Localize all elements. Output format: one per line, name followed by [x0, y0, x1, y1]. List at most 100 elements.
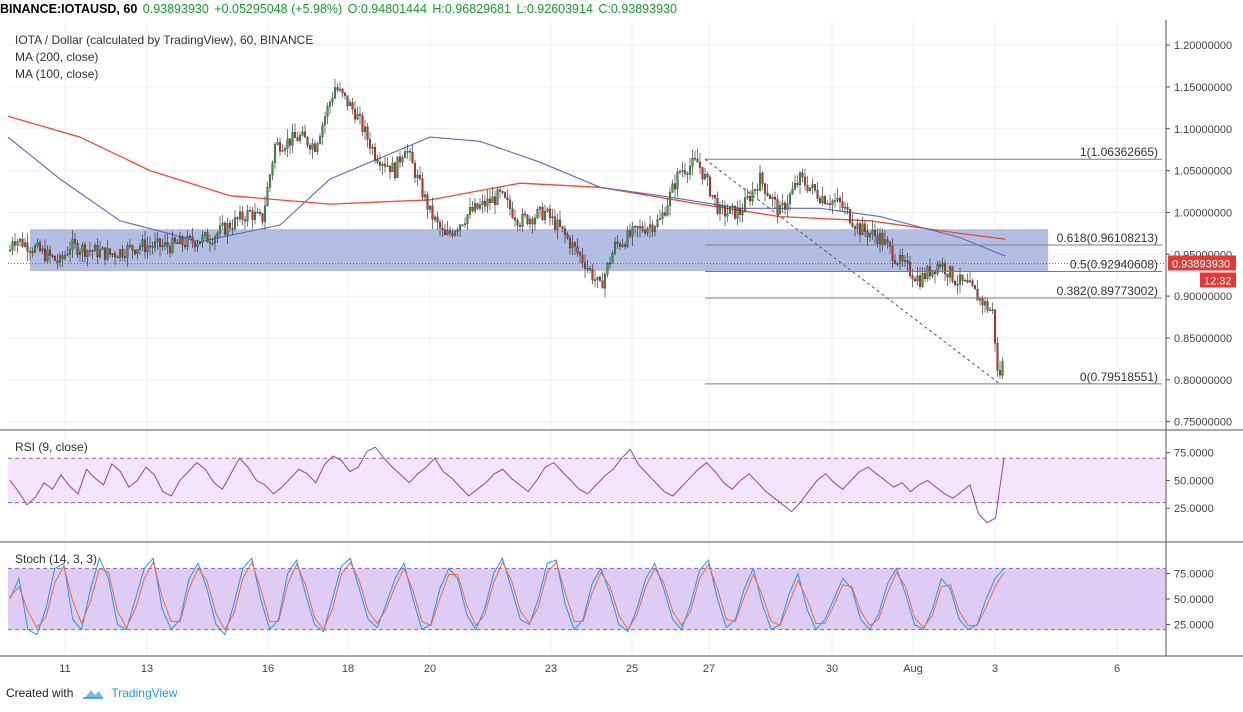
tradingview-link[interactable]: TradingView — [111, 686, 178, 700]
candle-body — [668, 192, 672, 206]
candle-body — [243, 219, 247, 222]
candle-body — [448, 230, 452, 234]
candle-body — [756, 189, 759, 191]
candle-body — [81, 244, 84, 253]
created-with-text: Created with — [6, 686, 74, 700]
candle-body — [111, 253, 114, 255]
candle-body — [623, 244, 627, 247]
fibonacci-retracement[interactable]: 1(1.06362665) 0.618(0.96108213) 0.5(0.9294… — [8, 145, 1166, 385]
candle-body — [823, 196, 827, 204]
candle-body — [638, 226, 642, 229]
axes: 1.20000000 1.15000000 1.10000000 1.05000000… — [0, 20, 1243, 675]
candle-body — [141, 239, 144, 247]
candle-body — [383, 163, 387, 167]
candle-body — [746, 196, 749, 198]
candle-body — [511, 208, 514, 218]
candle-body — [666, 205, 669, 216]
y-tick-label: 0.75000000 — [1174, 417, 1232, 429]
candle-body — [858, 223, 862, 235]
candle-body — [246, 210, 249, 222]
candle-body — [43, 248, 47, 261]
rsi-title[interactable]: RSI (9, close) — [15, 440, 88, 454]
candle-body — [133, 249, 137, 254]
candle-body — [453, 231, 457, 236]
candle-body — [561, 226, 564, 229]
candle-body — [388, 165, 392, 173]
candle-body — [498, 189, 502, 192]
rsi-y-tick-label: 50.0000 — [1174, 475, 1214, 487]
candle-body — [501, 191, 504, 193]
candle-body — [66, 253, 69, 256]
candle-body — [968, 280, 972, 283]
candle-body — [716, 197, 719, 214]
candle-body — [506, 197, 509, 201]
candle-body — [588, 268, 592, 270]
symbol-name[interactable]: BINANCE:IOTAUSD, 60 — [0, 2, 138, 16]
candle-body — [593, 279, 597, 281]
candle-body — [671, 183, 674, 193]
candle-body — [458, 224, 462, 231]
candle-body — [828, 203, 832, 205]
candle-body — [803, 176, 807, 186]
stoch-y-tick-label: 25.0000 — [1174, 620, 1214, 632]
stoch-title[interactable]: Stoch (14, 3, 3) — [15, 552, 97, 566]
candle-body — [583, 262, 587, 269]
candle-body — [376, 159, 379, 163]
candle-body — [186, 235, 189, 247]
fib-level-label: 0.5(0.92940608) — [1070, 258, 1158, 272]
candle-body — [76, 243, 79, 255]
chart-area[interactable]: 1(1.06362665) 0.618(0.96108213) 0.5(0.9294… — [0, 20, 1243, 680]
candle-body — [118, 249, 122, 258]
candle-body — [973, 285, 977, 290]
candle-body — [766, 193, 769, 196]
candle-body — [893, 260, 897, 264]
x-tick-label: 16 — [262, 663, 274, 675]
candle-body — [563, 228, 567, 235]
candle-body — [181, 236, 184, 246]
candle-body — [146, 245, 149, 252]
candle-body — [306, 137, 309, 146]
candle-body — [981, 297, 984, 306]
candle-body — [71, 239, 74, 250]
candle-body — [558, 219, 562, 227]
candle-body — [606, 262, 609, 275]
candle-body — [531, 218, 534, 225]
candle-body — [556, 219, 559, 230]
last-price-badge: 0.93893930 12:32 — [1168, 255, 1236, 288]
stoch-panel[interactable] — [8, 556, 1166, 636]
candle-body — [826, 203, 829, 205]
candle-body — [491, 196, 494, 204]
candle-body — [461, 224, 464, 226]
candle-body — [691, 158, 694, 167]
candle-body — [403, 151, 407, 158]
candle-body — [711, 195, 714, 197]
candle-body — [698, 162, 702, 168]
rsi-panel[interactable] — [8, 446, 1166, 524]
candle-body — [78, 252, 82, 255]
candle-body — [986, 301, 989, 311]
candle-body — [96, 245, 99, 258]
candle-body — [846, 207, 849, 210]
candle-body — [16, 241, 19, 246]
candle-body — [216, 232, 219, 237]
candle-body — [961, 274, 964, 281]
candle-body — [656, 219, 659, 227]
candle-body — [203, 232, 207, 236]
candle-body — [223, 222, 227, 235]
y-tick-label: 1.10000000 — [1174, 124, 1232, 136]
candle-body — [236, 217, 239, 220]
candle-body — [688, 166, 692, 175]
candle-body — [791, 188, 794, 194]
ma100-label[interactable]: MA (100, close) — [15, 67, 98, 81]
candle-body — [336, 87, 339, 91]
candle-body — [248, 210, 252, 212]
y-tick-label: 1.15000000 — [1174, 82, 1232, 94]
candle-body — [911, 275, 914, 280]
candle-body — [798, 172, 802, 186]
candle-body — [371, 147, 374, 149]
candle-body — [211, 242, 214, 245]
candle-body — [966, 280, 969, 283]
candle-body — [903, 260, 907, 262]
candle-body — [721, 205, 724, 207]
ma200-label[interactable]: MA (200, close) — [15, 50, 98, 64]
